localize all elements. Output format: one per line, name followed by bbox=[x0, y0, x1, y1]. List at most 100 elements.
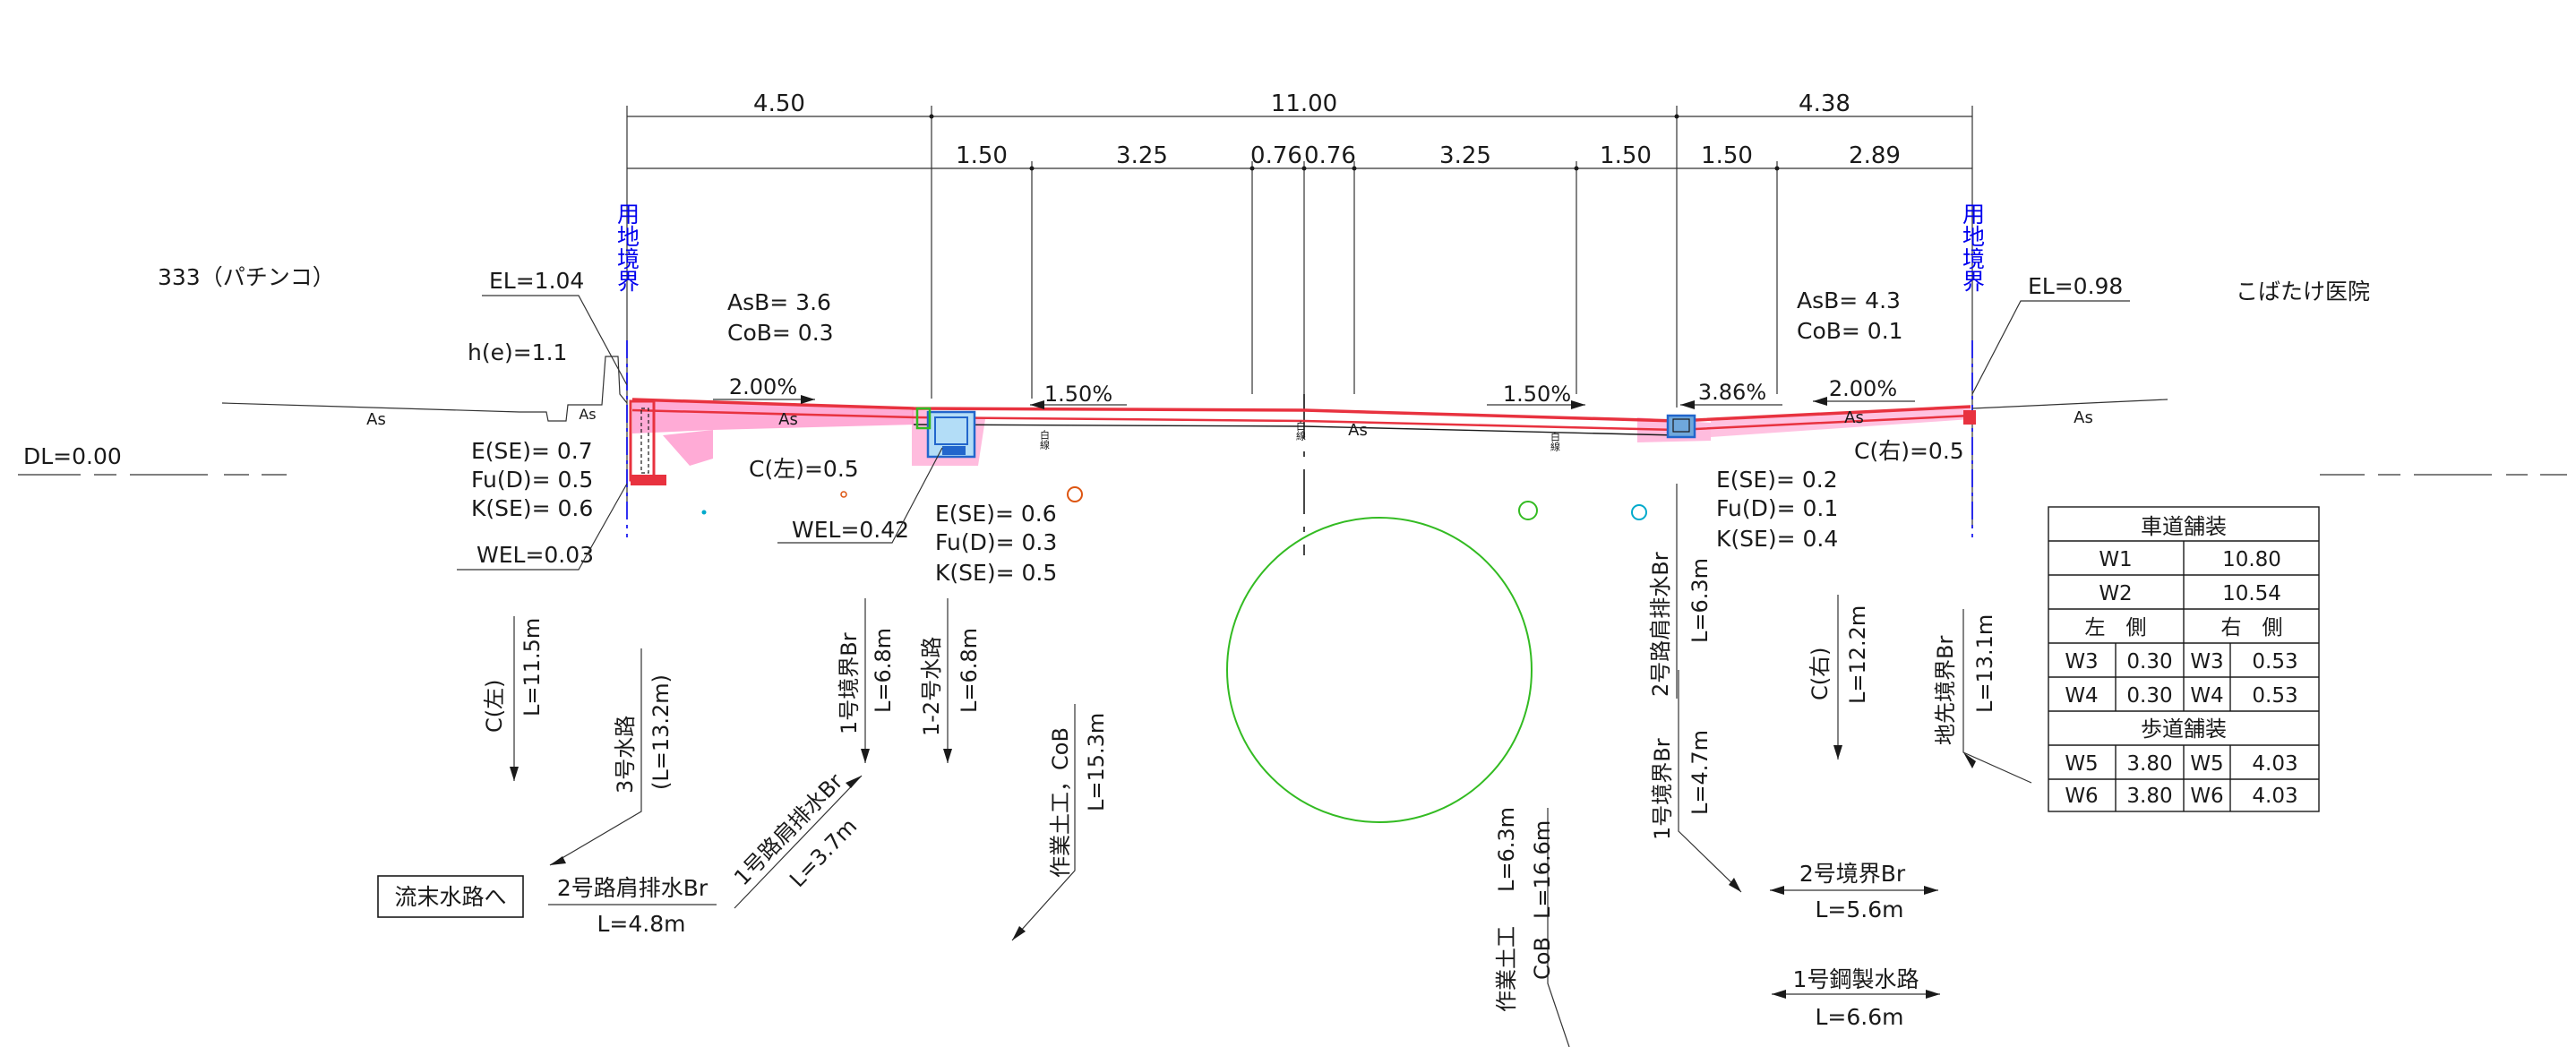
marker-circle-green bbox=[1518, 501, 1538, 520]
table-title-roadway: 車道舗装 bbox=[2141, 514, 2227, 539]
right-soil-e: E(SE)= 0.2 bbox=[1716, 467, 1838, 493]
work2-cob-label: CoB bbox=[1530, 937, 1555, 980]
surface-as-5: As bbox=[2074, 408, 2093, 427]
left-wel-leader bbox=[457, 483, 628, 571]
table-w5-left-value: 3.80 bbox=[2126, 752, 2172, 776]
left-el: EL=1.04 bbox=[489, 268, 584, 294]
left-he: h(e)=1.1 bbox=[468, 339, 567, 365]
white-line-center: 白線 bbox=[1295, 420, 1307, 441]
slope-center-left-label: 1.50% bbox=[1044, 382, 1112, 407]
table-w5-right-value: 4.03 bbox=[2252, 752, 2297, 776]
work1-length: L=15.3m bbox=[1084, 713, 1109, 811]
marker-circle-orange bbox=[1067, 486, 1083, 502]
work2-label: 作業土工 bbox=[1494, 926, 1519, 1012]
marker-circle-orange-small bbox=[840, 491, 847, 498]
right-boundary-label: 用地境界 bbox=[1960, 202, 1986, 292]
table-w4-left-label: W4 bbox=[2065, 684, 2098, 708]
dim-4-38: 4.38 bbox=[1799, 90, 1850, 117]
sink-box bbox=[377, 875, 524, 918]
c-right-length: L=12.2m bbox=[1845, 605, 1870, 704]
table-w3-right-value: 0.53 bbox=[2252, 650, 2297, 674]
boundary1-label: 1号境界Br bbox=[837, 632, 862, 734]
surface-as-1: As bbox=[366, 410, 386, 429]
left-asb: AsB= 3.6 bbox=[727, 289, 831, 315]
c-right-label: C(右) bbox=[1807, 648, 1833, 700]
c-left-length: L=11.5m bbox=[519, 618, 545, 717]
surface-as-2: As bbox=[579, 406, 596, 423]
table-w3-right-label: W3 bbox=[2190, 650, 2223, 674]
right-drain2-length: L=6.3m bbox=[1687, 558, 1713, 643]
steel-channel-label: 1号鋼製水路 bbox=[1793, 966, 1919, 992]
callout-water12 bbox=[943, 598, 952, 763]
callout-work2 bbox=[1547, 808, 1570, 1047]
white-line-left: 白線 bbox=[1039, 429, 1051, 450]
left-wel: WEL=0.03 bbox=[477, 542, 594, 568]
dim-2-89: 2.89 bbox=[1849, 142, 1901, 169]
existing-ground-right bbox=[1971, 399, 2567, 476]
left-soil-e: E(SE)= 0.7 bbox=[471, 438, 593, 464]
right-drain2-label: 2号路肩排水Br bbox=[1648, 552, 1673, 697]
right-el: EL=0.98 bbox=[2028, 273, 2123, 299]
callout-c-right bbox=[1833, 595, 1842, 760]
water12-length: L=6.8m bbox=[957, 628, 982, 713]
callout-steel-channel bbox=[1772, 990, 1940, 999]
right-boundary1-length: L=4.7m bbox=[1687, 730, 1713, 815]
marker-circle-blue-small bbox=[701, 510, 707, 515]
water3-label: 3号水路 bbox=[613, 716, 638, 794]
table-w5-right-label: W5 bbox=[2190, 752, 2223, 776]
table-w4-right-label: W4 bbox=[2190, 684, 2223, 708]
left-soil-k: K(SE)= 0.6 bbox=[471, 495, 593, 521]
white-line-markers: 白線 白線 白線 bbox=[1039, 420, 1561, 451]
center-soil-fu: Fu(D)= 0.3 bbox=[935, 529, 1057, 555]
dim-1-50-a: 1.50 bbox=[956, 142, 1008, 169]
right-boundary1-label: 1号境界Br bbox=[1650, 738, 1675, 840]
work2-cob-length: L=16.6m bbox=[1530, 820, 1555, 919]
left-soil-fu: Fu(D)= 0.5 bbox=[471, 467, 593, 493]
left-wel2-leader bbox=[777, 447, 943, 544]
water12-label: 1-2号水路 bbox=[919, 637, 944, 736]
dim-1-50-c: 1.50 bbox=[1701, 142, 1753, 169]
center-soil-e: E(SE)= 0.6 bbox=[935, 501, 1057, 527]
c-right-value: C(右)=0.5 bbox=[1854, 438, 1964, 464]
table-title-sidewalk: 歩道舗装 bbox=[2141, 717, 2227, 742]
dim-3-25-a: 3.25 bbox=[1116, 142, 1168, 169]
c-left-label: C(左) bbox=[482, 680, 507, 733]
land-boundary-label: 地先境界Br bbox=[1933, 636, 1958, 745]
drain2-length: L=4.8m bbox=[597, 911, 686, 937]
surface-as-3: As bbox=[778, 410, 798, 429]
dim-1-50-b: 1.50 bbox=[1600, 142, 1652, 169]
table-w2-value: 10.54 bbox=[2222, 582, 2281, 605]
land-boundary-length: L=13.1m bbox=[1972, 614, 1997, 713]
callout-land-boundary bbox=[1962, 609, 2032, 784]
overall-dimension-lines bbox=[626, 106, 1973, 528]
dim-0-76-a: 0.76 bbox=[1250, 142, 1302, 169]
slope-center-right-label: 1.50% bbox=[1503, 382, 1571, 407]
dim-4-50: 4.50 bbox=[753, 90, 805, 117]
table-w1-value: 10.80 bbox=[2222, 548, 2281, 571]
dim-11-00: 11.00 bbox=[1271, 90, 1337, 117]
callout-boundary1 bbox=[861, 598, 870, 763]
white-line-right: 白線 bbox=[1550, 431, 1561, 451]
dim-3-25-b: 3.25 bbox=[1439, 142, 1491, 169]
left-el-leader bbox=[482, 295, 628, 386]
right-gutter-structure bbox=[1666, 414, 1696, 439]
work1-label: 作業土工，CoB bbox=[1048, 727, 1073, 878]
left-site-name: 333（パチンコ） bbox=[158, 264, 335, 290]
table-side-left: 左 側 bbox=[2085, 616, 2147, 639]
marker-circle-cyan bbox=[1631, 504, 1647, 520]
callout-drain1 bbox=[734, 775, 863, 909]
water3-length: (L=13.2m) bbox=[648, 674, 674, 790]
surface-as-6: As bbox=[1844, 408, 1864, 427]
table-w4-left-value: 0.30 bbox=[2126, 684, 2172, 708]
table-w6-left-value: 3.80 bbox=[2126, 785, 2172, 808]
right-soil-fu: Fu(D)= 0.1 bbox=[1716, 495, 1838, 521]
surface-as-4: As bbox=[1348, 421, 1368, 440]
callout-right-boundary1 bbox=[1678, 670, 1742, 893]
left-dl: DL=0.00 bbox=[23, 443, 122, 469]
right-el-leader bbox=[1971, 300, 2130, 395]
boundary2-length: L=5.6m bbox=[1816, 897, 1904, 923]
right-cob: CoB= 0.1 bbox=[1797, 318, 1903, 344]
left-cob: CoB= 0.3 bbox=[727, 320, 834, 346]
slope-left-label: 2.00% bbox=[729, 374, 797, 399]
